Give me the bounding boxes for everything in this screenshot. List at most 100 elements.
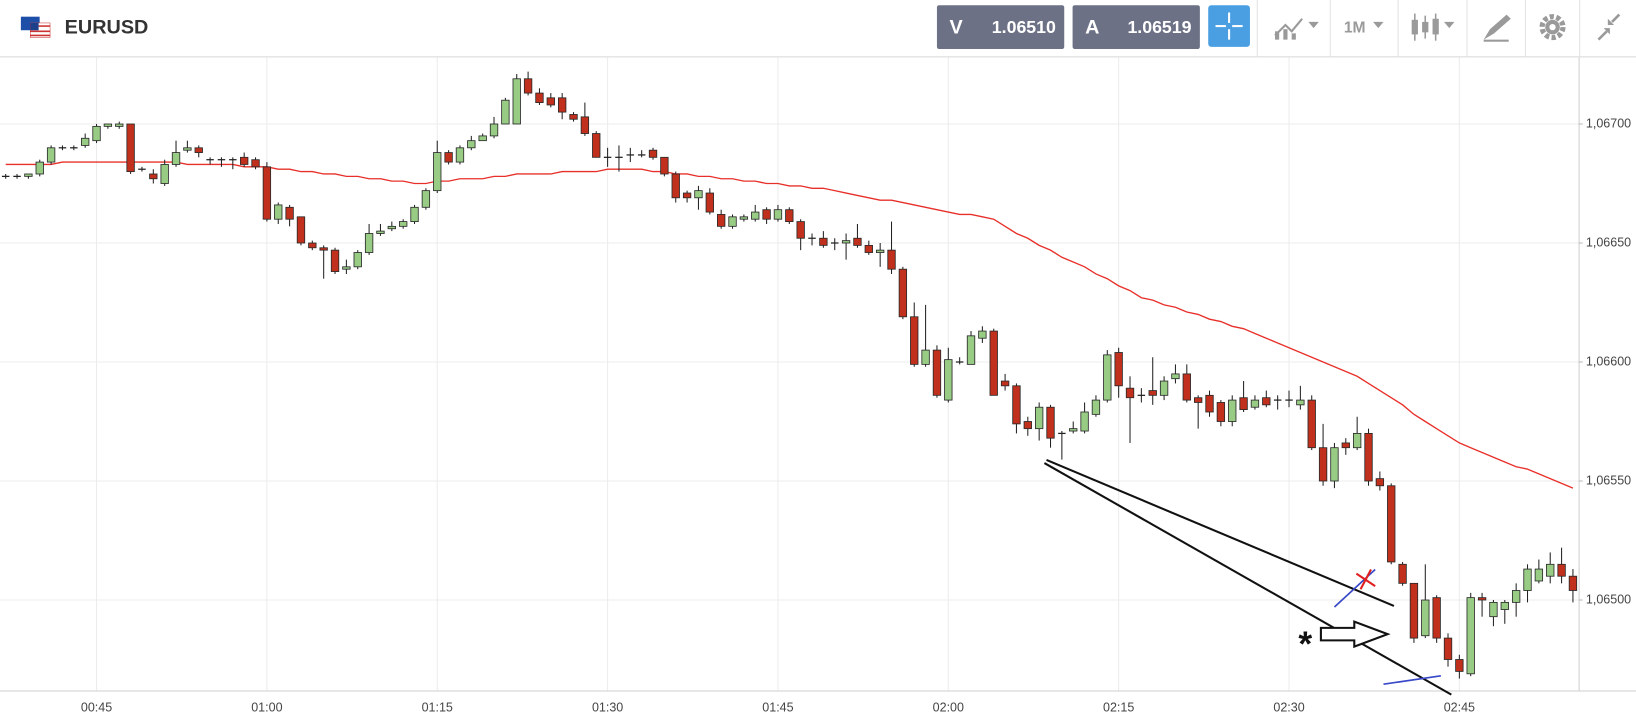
candle-body [932,349,942,396]
candle-body [501,99,510,125]
candle-body [194,147,203,153]
candle-body [728,216,737,227]
candle-body [364,233,374,253]
crosshair-button[interactable] [1208,5,1250,47]
candle-body [978,330,987,339]
candle-body [1216,402,1226,422]
candle-body [512,78,521,125]
candle-body [1409,582,1419,639]
candle-body [1318,447,1328,482]
candle-body [421,190,431,208]
candle-body [262,166,272,220]
candle-body [1568,575,1578,591]
timeframe[interactable]: 1M [1344,19,1366,36]
y-tick-label: 1,06600 [1586,354,1631,368]
candles [1,71,1578,679]
candle-body [921,349,930,365]
x-tick-label: 02:45 [1444,700,1475,714]
sell-button-bg[interactable] [936,5,1065,50]
candle-body [1534,568,1544,582]
grid: 1,06500 1,06550 1,06600 1,06650 1,06700 00:45… [0,57,1631,714]
sell-label[interactable]: V [949,16,963,38]
candle-body [887,249,896,270]
toolbar [0,0,1636,57]
candle-body [1330,447,1339,482]
candle-body [523,78,533,94]
candle-body [1114,352,1123,387]
collapse-button[interactable] [1597,13,1621,41]
candle-body [717,214,726,227]
sell-price[interactable]: 1.06510 [992,17,1056,37]
candle-body [705,192,714,213]
candle-body [1466,597,1475,675]
candle-body [92,125,101,142]
candle-body [240,156,249,165]
candle-body [433,152,442,192]
candle-body [399,221,408,227]
x-tick-label: 01:15 [422,700,453,714]
x-tick-label: 01:45 [762,700,793,714]
candle-body [103,123,113,127]
candle-body [308,242,317,249]
candle-body [785,209,794,223]
candle-body [694,190,703,199]
candle-body [773,209,783,220]
candle-body [546,97,555,106]
candle-body [751,211,760,220]
candle-body [1489,601,1498,618]
candle-body [1455,659,1464,672]
toolbar-separators [1256,0,1581,57]
y-tick-label: 1,06500 [1586,592,1631,606]
candle-body [875,249,885,253]
candle-body [296,216,306,244]
candle-body [126,123,135,173]
timeframe-button[interactable]: 1M [1344,19,1384,36]
candle-body [1262,397,1271,406]
candle-body [1250,399,1260,408]
candle-body [1387,485,1396,563]
candle-body [910,316,919,365]
candle-body [1228,399,1237,422]
candle-body [1023,421,1032,430]
candle-body [330,249,340,272]
candle-body [24,173,33,177]
candle-body [739,216,749,220]
buy-button-bg[interactable] [1072,5,1200,50]
candle-body [1159,380,1169,396]
candle-body [285,206,294,220]
red-cross [1359,568,1372,590]
x-tick-label: 02:30 [1273,700,1304,714]
candle-body [489,123,499,137]
candle-body [1205,394,1214,413]
candle-body [1341,442,1350,449]
buy-price[interactable]: 1.06519 [1127,17,1191,37]
annotation: * [1298,624,1312,664]
candle-body [841,240,851,244]
y-tick-label: 1,06550 [1586,473,1631,487]
chart-type-button[interactable] [1411,13,1455,41]
drawings: * [1043,458,1452,696]
candle-body [796,221,805,239]
candle-body [853,237,862,246]
candle-body [1046,406,1055,439]
candle-body [274,204,283,220]
candle-body [1193,397,1203,403]
dropdown-caret[interactable] [1373,21,1384,29]
candle-body [444,152,453,163]
candle-body [171,152,181,165]
sell-button[interactable]: V 1.06510 [936,5,1065,50]
indicator-button[interactable] [1274,18,1319,40]
candle-body [1091,399,1101,415]
candle-body [1364,432,1373,482]
arrow [1319,620,1391,649]
candle-body [1500,601,1509,610]
settings-button[interactable] [1539,14,1566,41]
candle-body [115,123,124,127]
candle-body [1080,411,1089,432]
buy-label[interactable]: A [1085,16,1099,38]
draw-button[interactable] [1483,14,1511,42]
buy-button[interactable]: A 1.06519 [1072,5,1200,50]
candle-body [944,359,953,401]
trend-line [1043,462,1452,696]
